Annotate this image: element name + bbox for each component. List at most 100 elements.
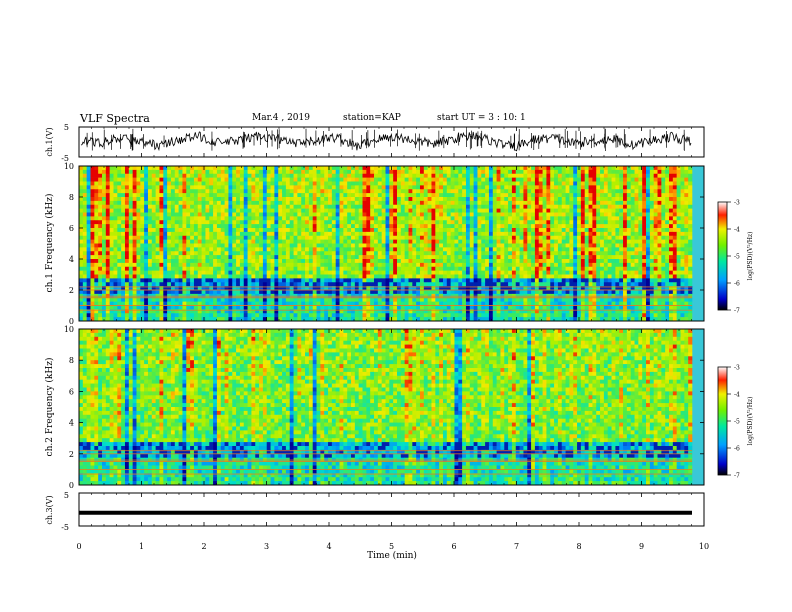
spectrogram-cell (638, 224, 643, 229)
spectrogram-cell (408, 212, 413, 217)
spectrogram-cell (220, 166, 225, 171)
spectrogram-cell (546, 262, 551, 268)
spectrogram-cell (339, 270, 344, 275)
spectrogram-cell (688, 204, 693, 209)
spectrogram-cell (473, 235, 478, 240)
spectrogram-cell (174, 193, 179, 198)
spectrogram-cell (477, 251, 482, 256)
spectrogram-cell (389, 270, 394, 275)
spectrogram-cell (270, 204, 275, 209)
spectrogram-cell (190, 262, 195, 268)
spectrogram-cell (159, 251, 164, 256)
spectrogram-cell (251, 173, 256, 178)
spectrogram-cell (174, 235, 179, 240)
spectrogram-cell (672, 239, 677, 244)
spectrogram-cell (672, 262, 677, 268)
spectrogram-cell (419, 266, 425, 271)
spectrogram-cell (450, 282, 455, 287)
spectrogram-cell (82, 274, 87, 279)
spectrogram-cell (515, 166, 520, 171)
spectrogram-cell (228, 197, 233, 202)
spectrogram-cell (550, 220, 555, 225)
spectrogram-cell (243, 166, 248, 171)
spectrogram-cell (381, 259, 386, 264)
spectrogram-cell (542, 262, 547, 268)
spectrogram-cell (147, 220, 153, 225)
spectrogram-cell (370, 224, 375, 229)
spectrogram-cell (182, 216, 187, 221)
spectrogram-cell (324, 231, 329, 237)
spectrogram-cell (381, 185, 386, 190)
spectrogram-cell (163, 278, 168, 283)
spectrogram-cell (592, 185, 597, 190)
spectrogram-cell (94, 231, 99, 237)
spectrogram-cell (178, 189, 183, 194)
spectrogram-cell (396, 200, 402, 206)
spectrogram-cell (324, 169, 329, 175)
spectrogram-cell (312, 239, 317, 244)
spectrogram-cell (381, 181, 386, 186)
spectrogram-cell (600, 185, 605, 190)
spectrogram-cell (646, 220, 651, 225)
spectrogram-cell (228, 239, 233, 244)
spectrogram-cell (266, 208, 271, 213)
spectrogram-cell (136, 259, 141, 264)
spectrogram-cell (186, 200, 191, 206)
spectrogram-cell (94, 270, 99, 275)
spectrogram-cell (205, 181, 210, 186)
spectrogram-cell (500, 255, 505, 260)
spectrogram-cell (308, 166, 314, 171)
spectrogram-cell (159, 235, 164, 240)
spectrogram-cell (550, 200, 555, 206)
spectrogram-cell (561, 177, 566, 182)
spectrogram-cell (351, 208, 356, 213)
spectrogram-cell (496, 255, 501, 260)
spectrogram-cell (511, 200, 517, 206)
spectrogram-cell (262, 208, 268, 213)
spectrogram-cell (347, 189, 352, 194)
spectrogram-cell (209, 243, 214, 248)
spectrogram-cell (151, 193, 156, 198)
spectrogram-cell (485, 216, 490, 221)
spectrogram-cell (174, 247, 179, 252)
spectrogram-cell (477, 243, 482, 248)
spectrogram-cell (504, 189, 509, 194)
spectrogram-cell (197, 262, 202, 268)
spectrogram-cell (642, 243, 647, 248)
spectrogram-cell (347, 278, 352, 283)
spectrogram-cell (347, 169, 352, 175)
spectrogram-cell (155, 224, 160, 229)
spectrogram-cell (485, 177, 490, 182)
spectrogram-cell (282, 262, 287, 268)
spectrogram-cell (170, 193, 176, 198)
spectrogram-cell (684, 266, 689, 271)
spectrogram-cell (538, 204, 543, 209)
spectrogram-cell (485, 266, 490, 271)
spectrogram-cell (611, 274, 616, 279)
spectrogram-cell (435, 235, 440, 240)
spectrogram-cell (228, 231, 233, 237)
spectrogram-cell (205, 231, 210, 237)
spectrogram-cell (151, 169, 156, 175)
spectrogram-cell (554, 212, 559, 217)
spectrogram-cell (82, 262, 87, 268)
spectrogram-cell (634, 259, 639, 264)
spectrogram-cell (362, 204, 367, 209)
spectrogram-cell (385, 262, 390, 268)
spectrogram-cell (170, 259, 176, 264)
spectrogram-cell (289, 262, 294, 268)
spectrogram-cell (653, 181, 658, 186)
spectrogram-cell (588, 243, 593, 248)
spectrogram-cell (278, 251, 283, 256)
spectrogram-cell (450, 212, 455, 217)
spectrogram-cell (144, 166, 149, 171)
spectrogram-cell (236, 224, 241, 229)
spectrogram-cell (197, 169, 202, 175)
spectrogram-cell (216, 204, 222, 209)
spectrogram-cell (423, 262, 428, 268)
spectrogram-cell (688, 231, 693, 237)
spectrogram-cell (634, 208, 639, 213)
spectrogram-cell (408, 220, 413, 225)
spectrogram-cell (615, 270, 620, 275)
spectrogram-cell (136, 173, 141, 178)
